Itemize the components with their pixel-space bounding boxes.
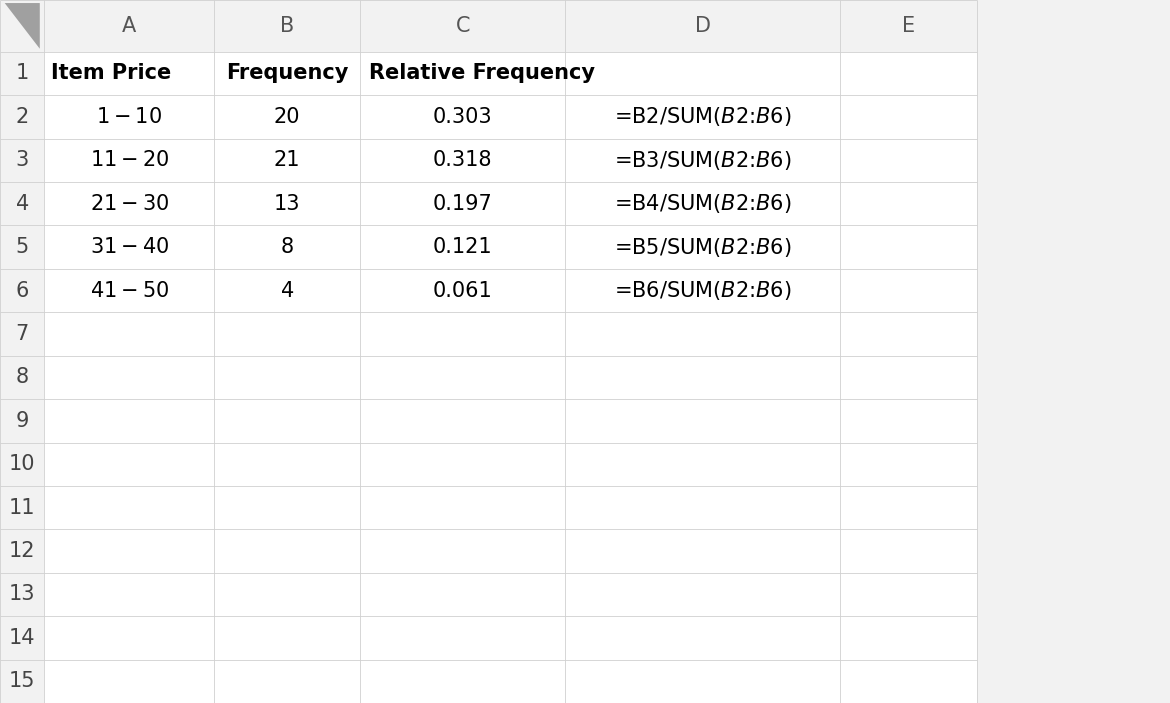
Text: 3: 3 bbox=[15, 150, 29, 170]
Text: 13: 13 bbox=[9, 584, 35, 605]
Text: 13: 13 bbox=[274, 194, 301, 214]
Text: E: E bbox=[902, 16, 915, 36]
Text: 4: 4 bbox=[15, 194, 29, 214]
Text: =B5/SUM($B$2:$B$6): =B5/SUM($B$2:$B$6) bbox=[614, 236, 791, 259]
Text: =B3/SUM($B$2:$B$6): =B3/SUM($B$2:$B$6) bbox=[614, 149, 791, 172]
Text: 14: 14 bbox=[9, 628, 35, 648]
Bar bbox=[0, 0, 977, 52]
Text: =B6/SUM($B$2:$B$6): =B6/SUM($B$2:$B$6) bbox=[614, 279, 791, 302]
Text: $21 - $30: $21 - $30 bbox=[90, 194, 168, 214]
Text: 15: 15 bbox=[9, 671, 35, 691]
Text: $31 - $40: $31 - $40 bbox=[90, 237, 168, 257]
Text: 2: 2 bbox=[15, 107, 29, 127]
Text: 7: 7 bbox=[15, 324, 29, 344]
Text: 21: 21 bbox=[274, 150, 301, 170]
Text: 8: 8 bbox=[281, 237, 294, 257]
Bar bbox=[0, 52, 44, 703]
Text: 0.121: 0.121 bbox=[433, 237, 493, 257]
Text: 10: 10 bbox=[9, 454, 35, 475]
Text: 5: 5 bbox=[15, 237, 29, 257]
Text: 1: 1 bbox=[15, 63, 29, 84]
Text: 8: 8 bbox=[15, 368, 29, 387]
Text: Frequency: Frequency bbox=[226, 63, 349, 84]
Text: 20: 20 bbox=[274, 107, 301, 127]
Text: 0.197: 0.197 bbox=[433, 194, 493, 214]
Text: B: B bbox=[280, 16, 295, 36]
Text: 9: 9 bbox=[15, 411, 29, 431]
Text: 6: 6 bbox=[15, 280, 29, 301]
Text: $1 - $10: $1 - $10 bbox=[96, 107, 163, 127]
Text: =B4/SUM($B$2:$B$6): =B4/SUM($B$2:$B$6) bbox=[614, 192, 791, 215]
Text: $41 - $50: $41 - $50 bbox=[90, 280, 168, 301]
Text: 0.318: 0.318 bbox=[433, 150, 493, 170]
Text: $11 - $20: $11 - $20 bbox=[90, 150, 168, 170]
Text: Item Price: Item Price bbox=[51, 63, 172, 84]
Text: =B2/SUM($B$2:$B$6): =B2/SUM($B$2:$B$6) bbox=[614, 105, 791, 129]
Text: 4: 4 bbox=[281, 280, 294, 301]
Text: Relative Frequency: Relative Frequency bbox=[369, 63, 594, 84]
Text: 0.303: 0.303 bbox=[433, 107, 493, 127]
Text: A: A bbox=[122, 16, 137, 36]
Polygon shape bbox=[5, 3, 40, 49]
Text: 12: 12 bbox=[9, 541, 35, 561]
Text: C: C bbox=[455, 16, 470, 36]
Text: 11: 11 bbox=[9, 498, 35, 517]
Bar bbox=[44, 52, 977, 703]
Text: D: D bbox=[695, 16, 710, 36]
Text: 0.061: 0.061 bbox=[433, 280, 493, 301]
